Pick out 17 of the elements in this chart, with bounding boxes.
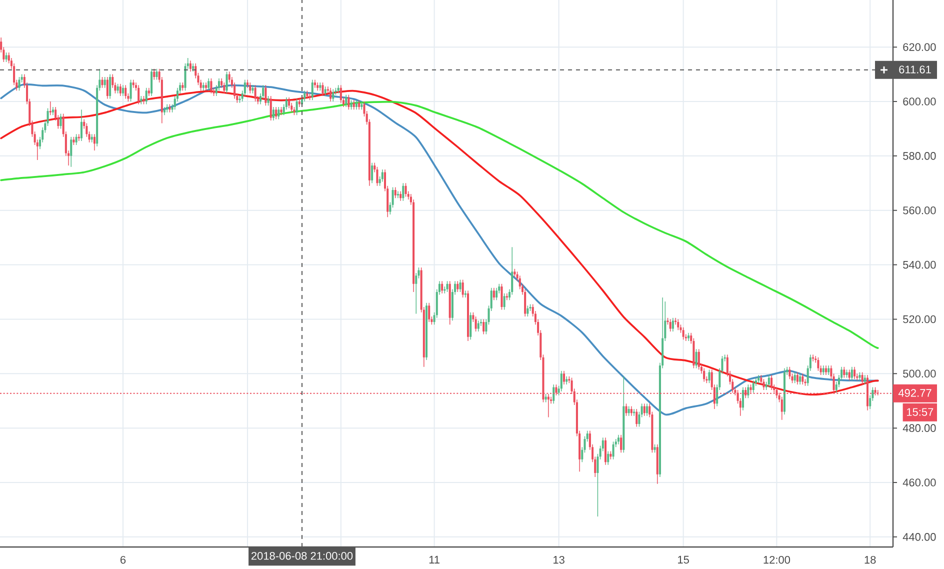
- y-tick-label: 560.00: [903, 206, 936, 214]
- x-tick-label: 12:00: [764, 556, 790, 564]
- x-tick-label: 6: [120, 556, 126, 564]
- y-tick-label: 600.00: [903, 98, 936, 106]
- y-tick-label: 540.00: [903, 260, 936, 269]
- text: 15:57: [906, 408, 934, 416]
- y-tick-label: 500.00: [903, 370, 936, 378]
- y-tick-label: 460.00: [902, 478, 936, 486]
- y-tick-label: 480.00: [902, 424, 936, 432]
- x-tick-label: 15: [678, 556, 689, 564]
- y-tick-label: 440.00: [902, 533, 936, 541]
- x-tick-label: 18: [864, 556, 876, 564]
- x-tick-label: 13: [554, 556, 564, 564]
- x-tick-label: 11: [429, 556, 440, 564]
- y-tick-label: 520.00: [903, 315, 936, 324]
- y-tick-label: 580.00: [903, 152, 936, 160]
- y-tick-label: 620.00: [903, 43, 936, 51]
